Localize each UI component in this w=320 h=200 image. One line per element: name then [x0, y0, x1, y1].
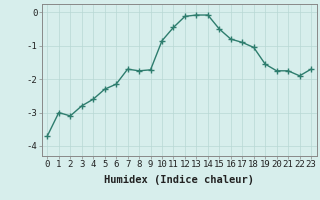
X-axis label: Humidex (Indice chaleur): Humidex (Indice chaleur) — [104, 175, 254, 185]
